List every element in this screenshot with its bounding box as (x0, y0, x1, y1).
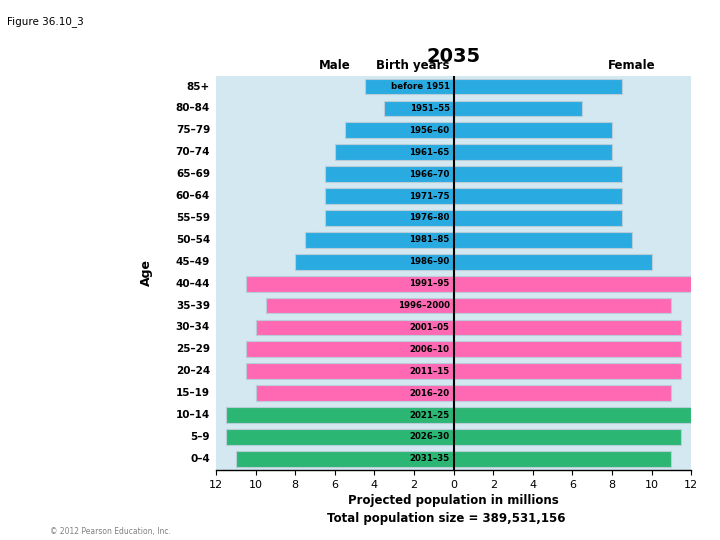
Bar (454, 166, 622, 182)
Text: 2021–25: 2021–25 (410, 410, 449, 420)
Text: 50–54: 50–54 (176, 235, 210, 245)
Text: before 1951: before 1951 (391, 82, 449, 91)
Bar (256, 320, 454, 335)
Text: 85+: 85+ (186, 82, 210, 92)
Text: 35–39: 35–39 (176, 301, 210, 310)
Bar (384, 100, 454, 116)
Text: 2006–10: 2006–10 (410, 345, 449, 354)
Text: 15–19: 15–19 (176, 388, 210, 398)
Bar (454, 363, 681, 379)
Text: 65–69: 65–69 (176, 169, 210, 179)
Bar (454, 298, 671, 313)
Text: 70–74: 70–74 (176, 147, 210, 157)
Text: 0–4: 0–4 (190, 454, 210, 464)
Text: 1966–70: 1966–70 (409, 170, 449, 179)
Bar (226, 407, 454, 423)
Text: Male: Male (319, 59, 351, 72)
Text: 2031–35: 2031–35 (410, 454, 449, 463)
Text: Age: Age (140, 259, 153, 286)
Bar (454, 451, 671, 467)
Bar (454, 429, 681, 445)
Bar (454, 188, 622, 204)
Bar (345, 123, 454, 138)
Text: 2016–20: 2016–20 (410, 389, 449, 397)
Bar (335, 144, 454, 160)
Bar (325, 210, 454, 226)
Text: 45–49: 45–49 (176, 256, 210, 267)
Bar (246, 341, 454, 357)
Bar (454, 385, 671, 401)
Text: 1976–80: 1976–80 (409, 213, 449, 222)
Bar (454, 232, 632, 248)
Bar (295, 254, 454, 269)
Bar (454, 100, 582, 116)
X-axis label: Projected population in millions: Projected population in millions (348, 494, 559, 507)
Bar (236, 451, 454, 467)
Bar (246, 276, 454, 292)
Bar (246, 363, 454, 379)
Bar (454, 320, 681, 335)
Text: 60–64: 60–64 (176, 191, 210, 201)
Bar (325, 166, 454, 182)
Text: 2001–05: 2001–05 (410, 323, 449, 332)
Text: 80–84: 80–84 (176, 104, 210, 113)
Text: © 2012 Pearson Education, Inc.: © 2012 Pearson Education, Inc. (50, 526, 171, 536)
Text: 1956–60: 1956–60 (410, 126, 449, 135)
Bar (454, 123, 612, 138)
Bar (266, 298, 454, 313)
Text: 1996–2000: 1996–2000 (397, 301, 449, 310)
Bar (454, 254, 652, 269)
Text: Birth years: Birth years (376, 59, 449, 72)
Bar (454, 407, 691, 423)
Text: 5–9: 5–9 (191, 432, 210, 442)
Text: 1971–75: 1971–75 (409, 192, 449, 200)
Bar (325, 188, 454, 204)
Bar (454, 276, 691, 292)
Text: 20–24: 20–24 (176, 366, 210, 376)
Title: 2035: 2035 (426, 47, 481, 66)
Bar (454, 341, 681, 357)
Text: 1961–65: 1961–65 (410, 148, 449, 157)
Bar (256, 385, 454, 401)
Bar (305, 232, 454, 248)
Bar (454, 210, 622, 226)
Text: 30–34: 30–34 (176, 322, 210, 333)
Bar (226, 429, 454, 445)
Bar (454, 79, 622, 94)
Text: 2026–30: 2026–30 (410, 433, 449, 442)
Text: Figure 36.10_3: Figure 36.10_3 (7, 16, 84, 27)
Text: Total population size = 389,531,156: Total population size = 389,531,156 (327, 512, 566, 525)
Text: 2011–15: 2011–15 (410, 367, 449, 376)
Text: 55–59: 55–59 (176, 213, 210, 223)
Bar (364, 79, 454, 94)
Text: 1991–95: 1991–95 (410, 279, 449, 288)
Text: Female: Female (608, 59, 656, 72)
Text: 1986–90: 1986–90 (410, 257, 449, 266)
Bar (454, 144, 612, 160)
Text: 25–29: 25–29 (176, 345, 210, 354)
Text: 1951–55: 1951–55 (410, 104, 449, 113)
Text: 40–44: 40–44 (176, 279, 210, 289)
Text: 1981–85: 1981–85 (410, 235, 449, 244)
Text: 10–14: 10–14 (176, 410, 210, 420)
Text: 75–79: 75–79 (176, 125, 210, 136)
